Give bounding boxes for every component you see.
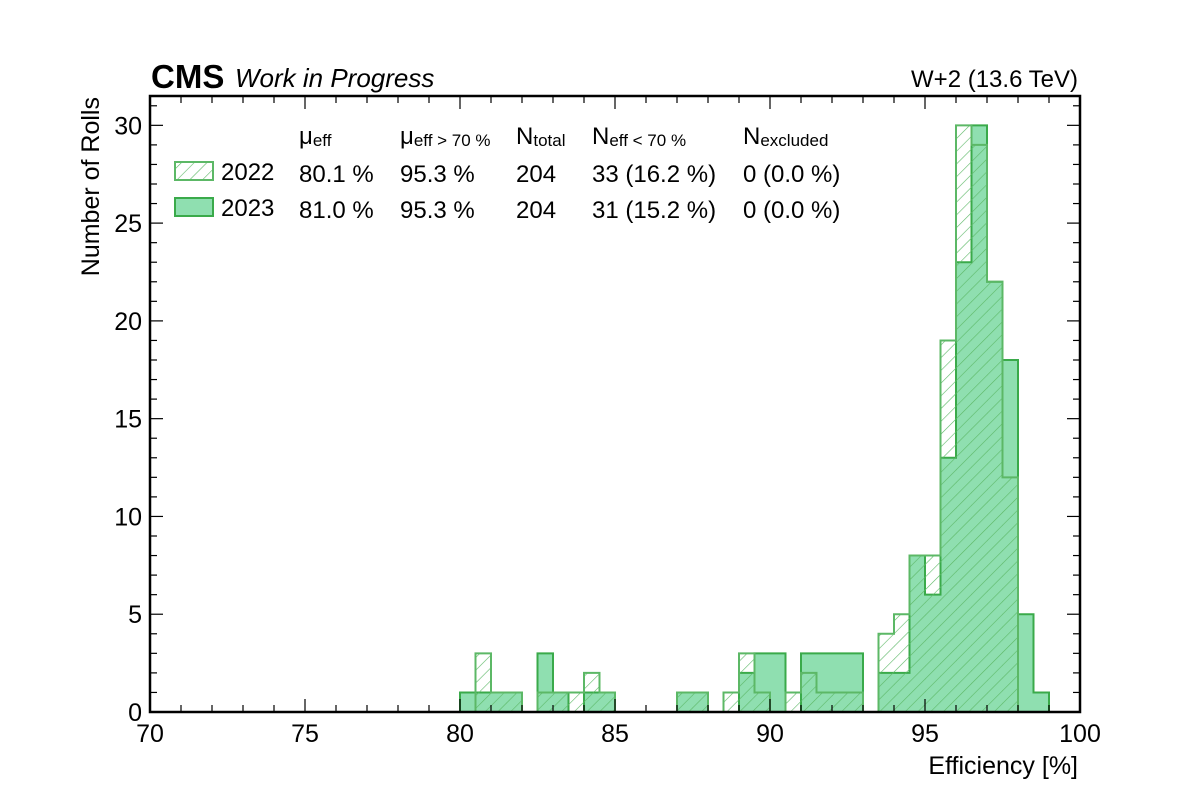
legend-swatch-2023 [174,197,214,217]
x-tick-label: 100 [1059,720,1101,748]
bar-2022-90.5 [785,692,802,712]
legend-label-2022: 2022 [221,159,274,186]
bar-2022-95.5 [940,340,957,712]
experiment-label: CMS [151,58,224,95]
bar-2023-98 [1018,614,1034,712]
bar-2022-89 [739,653,755,712]
bar-2022-92 [832,692,848,712]
legend-stats-table: μeff μeff > 70 % Ntotal Neff < 70 % Nexclude… [174,123,840,224]
bar-2022-80.5 [475,653,492,712]
bar-2022-91 [801,672,817,712]
stat-value-2022-2: 204 [516,161,556,188]
y-tick-label: 10 [114,503,142,531]
x-tick-label: 80 [446,720,474,748]
x-tick-label: 70 [136,720,164,748]
y-tick-label: 15 [114,406,142,434]
legend-swatch-2022 [174,161,214,181]
bar-2022-94 [894,614,910,712]
stat-value-2023-3: 31 (15.2 %) [592,197,716,224]
bar-2023-80 [460,692,476,712]
stat-value-2023-4: 0 (0.0 %) [743,197,840,224]
y-tick-label: 20 [114,308,142,336]
bar-2022-96 [956,125,972,713]
stat-value-2023-0: 81.0 % [299,197,374,224]
bar-2023-90 [770,653,786,712]
bar-2022-87 [677,692,693,712]
x-tick-label: 90 [756,720,784,748]
x-tick-label: 75 [291,720,319,748]
y-tick-label: 0 [128,699,142,727]
bar-2022-91.5 [816,692,833,712]
stat-header-1: μeff > 70 % [400,123,491,150]
bar-2022-94.5 [909,555,926,712]
bar-2022-87.5 [692,692,709,712]
lumi-label: W+2 (13.6 TeV) [911,66,1078,93]
bar-2022-81.5 [506,692,523,712]
series-2022 [474,124,1019,713]
y-tick-label: 25 [114,210,142,238]
bar-2022-82.5 [537,692,554,712]
bar-2022-89.5 [754,692,771,712]
bar-2022-97 [987,281,1003,712]
y-tick-label: 30 [114,112,142,140]
status-label: Work in Progress [235,63,434,93]
bar-2022-81 [491,692,507,712]
stat-header-4: Nexcluded [743,123,828,150]
bar-2022-92.5 [847,692,864,712]
y-tick-label: 5 [128,601,142,629]
x-tick-label: 85 [601,720,629,748]
bar-2022-93.5 [878,633,895,712]
stat-value-2023-1: 95.3 % [400,197,475,224]
stat-value-2022-0: 80.1 % [299,161,374,188]
bar-2023-98.5 [1033,692,1050,712]
x-axis-title: Efficiency [%] [928,752,1078,780]
bar-2022-84 [584,672,600,712]
x-tick-label: 95 [911,720,939,748]
bar-2022-88.5 [723,692,740,712]
axes: 70 75 80 85 90 95 100 0 5 10 15 20 25 30 [114,94,1101,748]
stat-header-2: Ntotal [516,123,565,150]
stat-value-2022-3: 33 (16.2 %) [592,161,716,188]
bar-2022-83.5 [568,692,585,712]
stat-header-0: μeff [299,123,332,150]
bar-2022-97.5 [1002,477,1019,712]
bar-2022-95 [925,555,941,712]
stat-value-2022-1: 95.3 % [400,161,475,188]
plot-area [459,124,1050,713]
bar-2022-83 [553,692,569,712]
legend-label-2023: 2023 [221,195,274,222]
bar-2022-84.5 [599,692,616,712]
stat-value-2022-4: 0 (0.0 %) [743,161,840,188]
bar-2022-96.5 [971,144,988,712]
stat-header-3: Neff < 70 % [592,123,686,150]
y-axis-title: Number of Rolls [77,97,105,276]
stat-value-2023-2: 204 [516,197,556,224]
